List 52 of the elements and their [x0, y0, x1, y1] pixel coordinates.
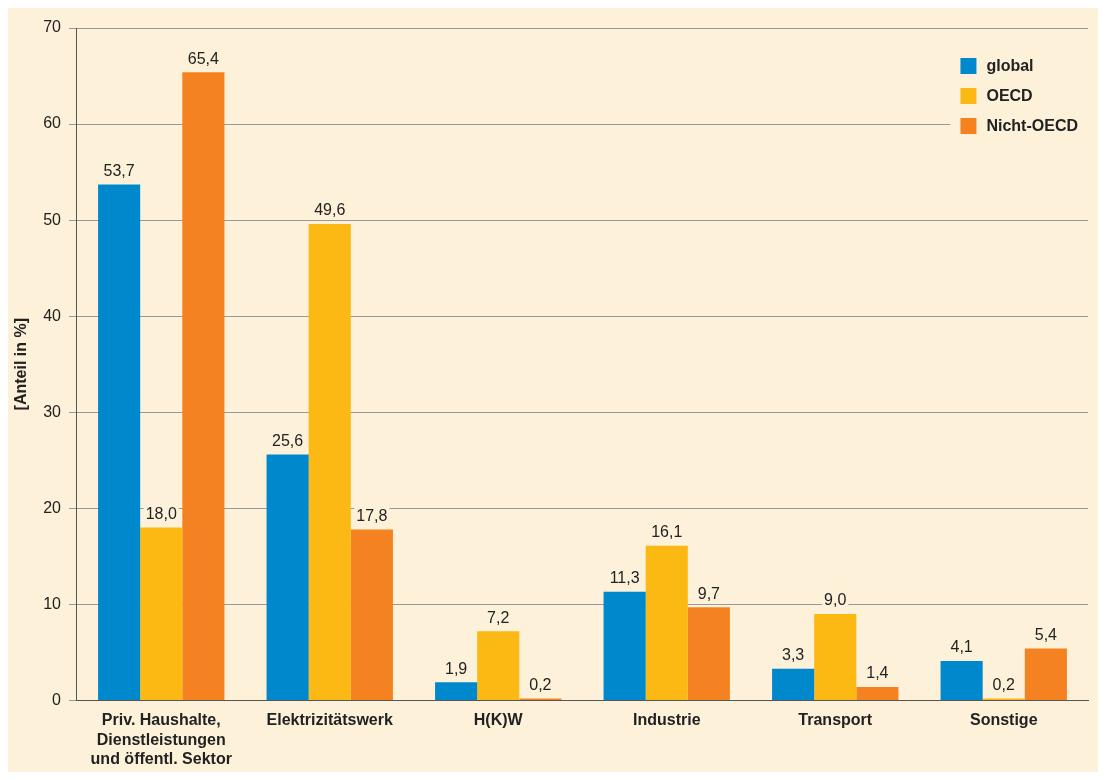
data-label: 5,4	[1034, 625, 1058, 643]
bar	[308, 223, 351, 700]
data-label: 18,0	[145, 504, 177, 522]
legend-label: Nicht-OECD	[986, 117, 1079, 135]
data-label: 0,2	[529, 675, 552, 693]
y-tick-label: 50	[43, 210, 62, 228]
data-label: 17,8	[356, 506, 388, 524]
bar	[266, 454, 309, 700]
bar	[856, 686, 899, 700]
data-label: 49,6	[314, 201, 346, 219]
bar	[98, 184, 141, 700]
data-label: 53,7	[103, 161, 135, 179]
bar	[435, 682, 478, 700]
x-tick-label: Transport	[798, 711, 873, 729]
data-label: 65,4	[187, 49, 220, 67]
bar	[645, 545, 688, 700]
y-axis-title: [Anteil in %]	[12, 317, 30, 411]
data-label: 1,4	[866, 664, 889, 682]
y-tick-label: 30	[43, 402, 62, 420]
x-tick-label: H(K)W	[473, 711, 524, 729]
bar	[603, 591, 646, 700]
y-tick-label: 40	[43, 306, 62, 324]
legend-label: OECD	[986, 87, 1033, 105]
bar	[1024, 648, 1067, 700]
x-tick-label: Elektrizitätswerk	[266, 711, 393, 729]
data-label: 11,3	[609, 569, 640, 587]
x-tick-label: Sonstige	[969, 711, 1038, 729]
y-tick-label: 70	[43, 18, 62, 36]
bar	[940, 661, 983, 700]
data-label: 9,7	[697, 584, 721, 602]
data-label: 9,0	[824, 591, 847, 609]
bar	[687, 607, 730, 700]
x-tick-label: Priv. Haushalte, Dienstleistungen und öffentl. Sektor	[90, 711, 232, 767]
x-tick-label: Industrie	[632, 711, 701, 729]
y-tick-label: 10	[43, 594, 62, 612]
bar	[772, 668, 815, 700]
data-label: 25,6	[272, 431, 304, 449]
bar	[814, 613, 857, 700]
data-label: 0,2	[992, 675, 1015, 693]
bar	[140, 527, 183, 700]
data-label: 3,3	[782, 646, 805, 664]
legend-label: global	[986, 57, 1034, 75]
data-label: 1,9	[445, 659, 468, 677]
bar	[182, 72, 225, 700]
y-tick-label: 60	[43, 114, 62, 132]
bar	[477, 631, 520, 700]
data-label: 7,2	[487, 608, 510, 626]
y-tick-label: 20	[43, 498, 62, 516]
data-label: 4,1	[950, 638, 973, 656]
bar	[350, 529, 393, 700]
data-label: 16,1	[651, 523, 683, 541]
y-tick-label: 0	[52, 690, 62, 708]
